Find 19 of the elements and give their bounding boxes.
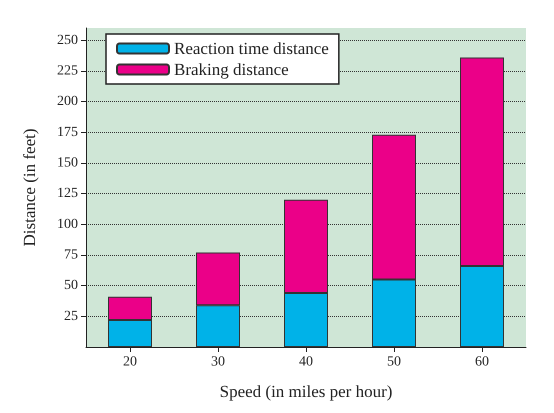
- x-tick-label: 50: [387, 354, 401, 370]
- legend-label: Reaction time distance: [174, 39, 329, 58]
- y-axis-title: Distance (in feet): [20, 128, 39, 246]
- y-tick-label: 150: [57, 155, 78, 170]
- legend-label: Braking distance: [174, 60, 289, 79]
- y-tick-label: 100: [57, 216, 78, 232]
- y-tick-label: 200: [57, 94, 78, 110]
- x-axis-title: Speed (in miles per hour): [220, 382, 392, 401]
- y-tick-label: 125: [57, 186, 78, 202]
- y-tick-label: 50: [64, 278, 78, 294]
- y-tick-label: 75: [64, 247, 78, 262]
- y-tick-label: 25: [64, 308, 78, 324]
- x-tick-label: 30: [211, 354, 225, 370]
- y-tick-label: 250: [57, 32, 78, 48]
- y-tick-label: 175: [57, 124, 78, 140]
- y-tick-label: 225: [57, 63, 78, 78]
- x-tick-label: 60: [475, 354, 489, 370]
- x-tick-label: 20: [123, 354, 137, 370]
- x-tick-label: 40: [299, 354, 313, 370]
